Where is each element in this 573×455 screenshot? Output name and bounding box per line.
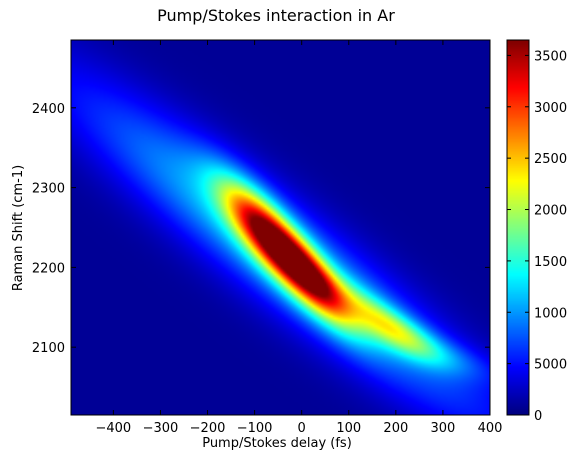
colorbar-tick-label: 3500 bbox=[534, 49, 567, 64]
chart-title: Pump/Stokes interaction in Ar bbox=[157, 6, 395, 25]
plot-frame bbox=[70, 39, 491, 416]
x-tick-label: 300 bbox=[431, 421, 456, 436]
x-tick-label: −300 bbox=[143, 421, 179, 436]
colorbar-tick-label: 0 bbox=[534, 409, 542, 424]
x-tick-label: −200 bbox=[190, 421, 226, 436]
colorbar-frame bbox=[506, 39, 530, 416]
colorbar-tick-label: 1500 bbox=[534, 255, 567, 270]
heatmap-plot-area bbox=[70, 39, 491, 416]
y-tick-label: 2300 bbox=[32, 182, 65, 197]
x-axis: −400 −300 −200 −100 0 100 200 300 400 bbox=[96, 40, 503, 436]
y-tick-label: 2100 bbox=[32, 341, 65, 356]
colorbar-tick-label: 2000 bbox=[534, 204, 567, 219]
colorbar-tick-label: 3000 bbox=[534, 101, 567, 116]
x-tick-label: 200 bbox=[383, 421, 408, 436]
y-axis: 2100 2200 2300 2400 bbox=[32, 102, 490, 356]
x-axis-label: Pump/Stokes delay (fs) bbox=[202, 436, 352, 451]
x-tick-label: 100 bbox=[336, 421, 361, 436]
heatmap-image bbox=[71, 40, 490, 415]
x-tick-label: 400 bbox=[478, 421, 503, 436]
x-tick-label: −400 bbox=[96, 421, 132, 436]
y-axis-label: Raman Shift (cm-1) bbox=[11, 165, 26, 291]
x-tick-label: −100 bbox=[237, 421, 273, 436]
colorbar-gradient bbox=[507, 40, 529, 415]
colorbar-tick-label: 2500 bbox=[534, 152, 567, 167]
colorbar-tick-label: 1000 bbox=[534, 306, 567, 321]
y-tick-label: 2400 bbox=[32, 102, 65, 117]
colorbar-tick-label: 5000 bbox=[534, 358, 567, 373]
colorbar-ticks: 0 5000 1000 1500 2000 2500 3000 3500 bbox=[507, 49, 567, 424]
colorbar: 0 5000 1000 1500 2000 2500 3000 3500 bbox=[506, 39, 567, 424]
y-tick-label: 2200 bbox=[32, 261, 65, 276]
x-tick-label: 0 bbox=[298, 421, 306, 436]
